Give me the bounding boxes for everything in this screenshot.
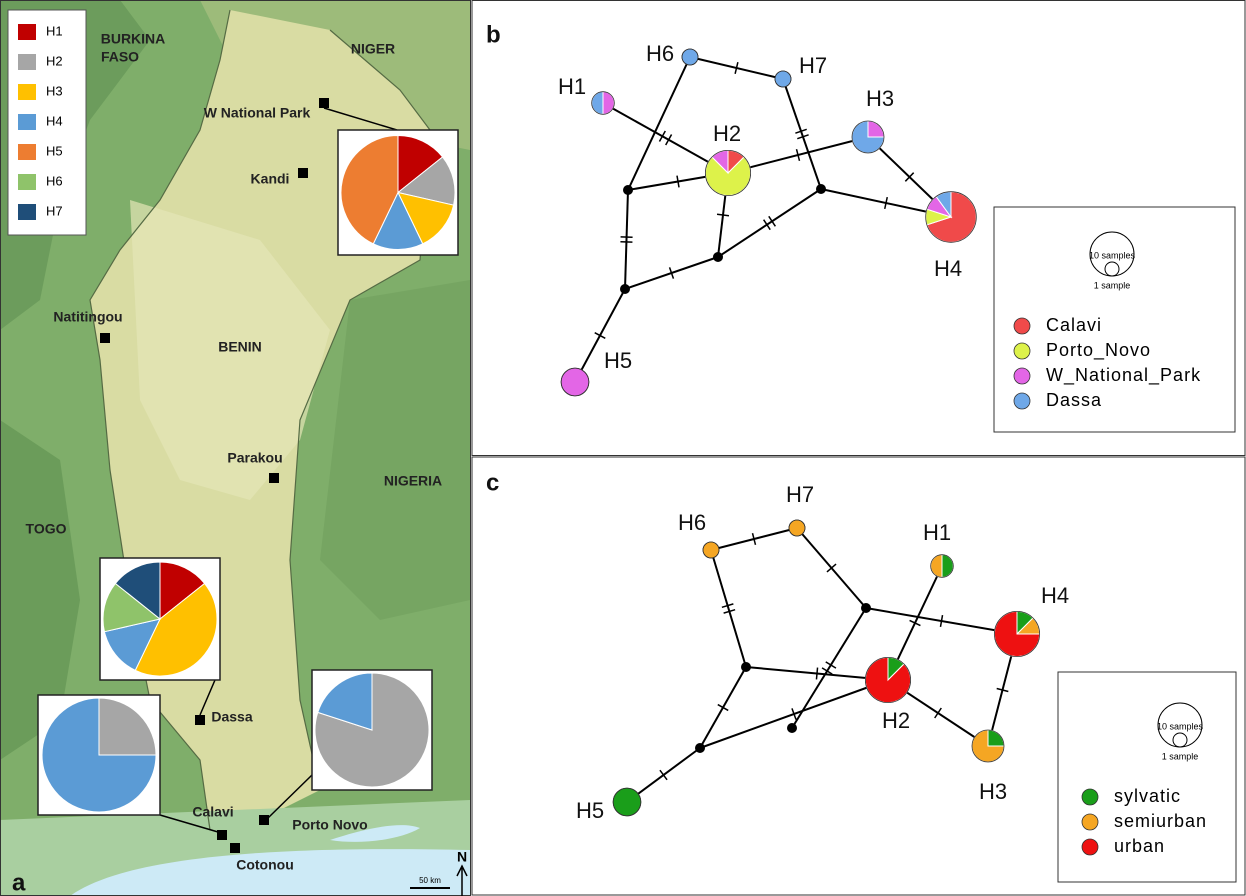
legend-swatch [18, 114, 36, 130]
legend-label: W_National_Park [1046, 365, 1201, 386]
node-label: H6 [678, 510, 706, 535]
node-label: H2 [713, 121, 741, 146]
junction-node [623, 185, 633, 195]
place-label: Porto Novo [292, 817, 367, 833]
node-label: H7 [799, 53, 827, 78]
city-marker [259, 815, 269, 825]
place-label: Natitingou [53, 309, 122, 325]
node-label: H1 [558, 74, 586, 99]
node-label: H3 [979, 779, 1007, 804]
place-label: W National Park [204, 105, 311, 121]
legend-marker [1014, 318, 1030, 334]
place-label: TOGO [26, 521, 67, 537]
figure: a b c 50 km N H1 H2 H3 H4 H5 H6 H7 BURKINA FASO N… [0, 0, 1246, 896]
legend-box [994, 207, 1235, 432]
legend-swatch [18, 24, 36, 40]
legend-swatch [18, 54, 36, 70]
node-label: H5 [604, 348, 632, 373]
legend-marker [1082, 839, 1098, 855]
city-marker [319, 98, 329, 108]
legend-label: semiurban [1114, 811, 1207, 831]
scale-label: 50 km [419, 876, 441, 885]
junction-node [695, 743, 705, 753]
city-marker [298, 168, 308, 178]
city-marker [100, 333, 110, 343]
legend-label: H3 [46, 83, 63, 98]
legend-swatch [18, 144, 36, 160]
junction-node [741, 662, 751, 672]
node-label: H4 [934, 256, 962, 281]
legend-marker [1014, 343, 1030, 359]
legend-label: H5 [46, 143, 63, 158]
legend-label: sylvatic [1114, 786, 1181, 806]
node-label: H1 [923, 520, 951, 545]
panel-label: b [486, 21, 501, 48]
legend-label: Porto_Novo [1046, 340, 1151, 361]
size-legend-label: 10 samples [1089, 250, 1136, 260]
legend-label: H2 [46, 53, 63, 68]
junction-node [620, 284, 630, 294]
legend-label: Calavi [1046, 315, 1102, 335]
size-legend-label: 1 sample [1162, 751, 1199, 761]
legend-label: H6 [46, 173, 63, 188]
node-label: H5 [576, 798, 604, 823]
legend-marker [1014, 368, 1030, 384]
node-label: H7 [786, 482, 814, 507]
place-label: Calavi [192, 804, 233, 820]
city-marker [269, 473, 279, 483]
place-label: NIGER [351, 41, 395, 57]
place-label: BURKINA [101, 31, 166, 47]
city-marker [195, 715, 205, 725]
junction-node [713, 252, 723, 262]
junction-node [816, 184, 826, 194]
legend-label: urban [1114, 836, 1165, 856]
place-label: BENIN [218, 339, 262, 355]
node-label: H4 [1041, 583, 1069, 608]
place-label: Dassa [211, 709, 252, 725]
node-label: H6 [646, 41, 674, 66]
legend-swatch [18, 204, 36, 220]
place-label: Cotonou [236, 857, 294, 873]
legend-marker [1082, 789, 1098, 805]
place-label: NIGERIA [384, 473, 442, 489]
panel-label: c [486, 469, 499, 496]
north-label: N [457, 849, 467, 865]
place-label: Kandi [251, 171, 290, 187]
size-legend-label: 1 sample [1094, 280, 1131, 290]
legend-label: H1 [46, 23, 63, 38]
legend-label: Dassa [1046, 390, 1102, 410]
legend-marker [1014, 393, 1030, 409]
legend-marker [1082, 814, 1098, 830]
node-label: H2 [882, 708, 910, 733]
legend-label: H4 [46, 113, 63, 128]
panel-label: a [12, 869, 26, 896]
place-label: FASO [101, 49, 139, 65]
city-marker [230, 843, 240, 853]
legend-swatch [18, 84, 36, 100]
city-marker [217, 830, 227, 840]
size-legend-label: 10 samples [1157, 721, 1204, 731]
junction-node [861, 603, 871, 613]
legend-label: H7 [46, 203, 63, 218]
junction-node [787, 723, 797, 733]
node-label: H3 [866, 86, 894, 111]
place-label: Parakou [227, 450, 282, 466]
legend-swatch [18, 174, 36, 190]
